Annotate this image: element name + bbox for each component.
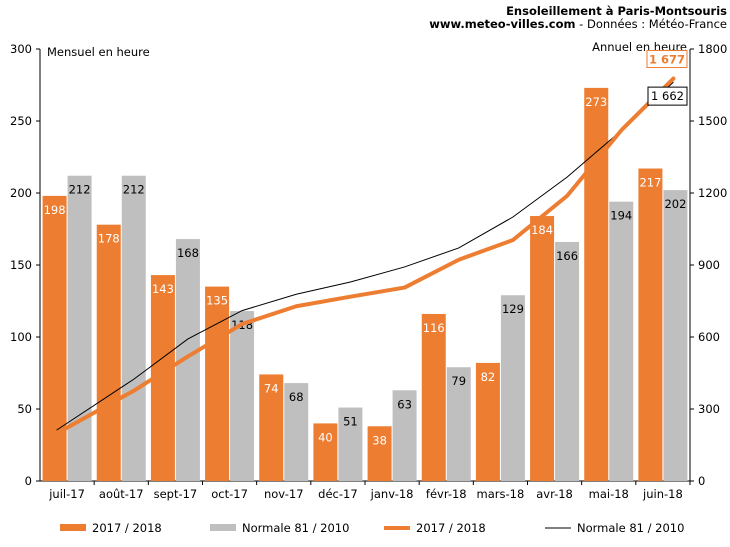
end-label-box-normale xyxy=(647,86,688,106)
bar-normale xyxy=(284,383,309,481)
bar-value-label-normale: 202 xyxy=(664,197,686,211)
line-cumulative-normale xyxy=(56,81,674,431)
bar-normale xyxy=(446,367,471,481)
left-tick-label: 250 xyxy=(10,114,32,128)
bar-value-label-2017-2018: 82 xyxy=(481,370,496,384)
bar-2017-2018 xyxy=(584,87,609,481)
end-label-box-2017-2018 xyxy=(646,50,688,69)
bar-normale xyxy=(121,175,146,481)
bar-value-label-normale: 166 xyxy=(556,249,578,263)
right-tick-label: 900 xyxy=(698,258,720,272)
bar-value-label-normale: 168 xyxy=(177,246,199,260)
bar-2017-2018 xyxy=(42,195,67,481)
bar-normale xyxy=(609,201,634,481)
right-tick-label: 0 xyxy=(698,474,705,488)
bar-value-label-normale: 129 xyxy=(502,302,524,316)
bar-normale xyxy=(230,311,255,481)
bar-value-label-2017-2018: 198 xyxy=(44,203,66,217)
bar-value-label-2017-2018: 135 xyxy=(206,294,228,308)
legend-label-line-normale: Normale 81 / 2010 xyxy=(577,521,684,535)
bar-value-label-normale: 212 xyxy=(69,183,91,197)
bar-value-label-2017-2018: 38 xyxy=(372,433,387,447)
legend-swatch-bar-normale xyxy=(210,524,236,531)
bar-normale xyxy=(663,190,688,481)
x-tick-label: août-17 xyxy=(99,487,144,501)
bar-normale xyxy=(392,390,417,481)
x-tick-label: sept-17 xyxy=(154,487,198,501)
bar-value-label-2017-2018: 273 xyxy=(585,95,607,109)
right-tick-label: 1500 xyxy=(698,114,727,128)
left-tick-label: 0 xyxy=(25,474,32,488)
x-tick-label: déc-17 xyxy=(318,487,357,501)
bar-value-label-normale: 194 xyxy=(610,209,632,223)
bar-2017-2018 xyxy=(421,313,446,481)
right-tick-label: 1200 xyxy=(698,186,727,200)
bar-value-label-2017-2018: 184 xyxy=(531,223,553,237)
bar-value-label-normale: 68 xyxy=(289,390,304,404)
legend-label-line-2017-2018: 2017 / 2018 xyxy=(416,521,486,535)
x-tick-label: juin-18 xyxy=(642,487,683,501)
line-cumulative-2017-2018 xyxy=(54,76,676,436)
bar-2017-2018 xyxy=(367,426,392,481)
bar-value-label-2017-2018: 116 xyxy=(423,321,445,335)
x-tick-label: mars-18 xyxy=(477,487,525,501)
left-tick-label: 200 xyxy=(10,186,32,200)
chart-subtitle: www.meteo-villes.com - Données : Météo-F… xyxy=(429,17,727,31)
x-tick-label: févr-18 xyxy=(426,487,467,501)
bar-2017-2018 xyxy=(205,286,230,481)
x-tick-label: mai-18 xyxy=(589,487,629,501)
subtitle-site: www.meteo-villes.com xyxy=(429,17,575,31)
x-tick-label: oct-17 xyxy=(211,487,248,501)
left-tick-label: 150 xyxy=(10,258,32,272)
bar-normale xyxy=(555,241,580,481)
bar-value-label-normale: 212 xyxy=(123,183,145,197)
bar-value-label-2017-2018: 217 xyxy=(639,176,661,190)
chart-title: Ensoleillement à Paris-Montsouris xyxy=(506,4,727,18)
x-tick-label: juil-17 xyxy=(48,487,85,501)
bar-normale xyxy=(67,175,92,481)
x-tick-label: janv-18 xyxy=(370,487,414,501)
end-label-2017-2018: 1 677 xyxy=(649,53,685,67)
legend-label-bar-normale: Normale 81 / 2010 xyxy=(242,521,349,535)
left-axis-label: Mensuel en heure xyxy=(47,45,150,59)
plot-area: 0 50 100 150 200 250 300 0 300 600 900 1200 1500 1800… xyxy=(10,42,727,501)
bar-value-label-normale: 79 xyxy=(451,374,466,388)
bar-2017-2018 xyxy=(475,362,500,481)
bar-value-label-2017-2018: 74 xyxy=(264,381,279,395)
bar-value-label-normale: 51 xyxy=(343,415,358,429)
left-tick-label: 50 xyxy=(17,402,32,416)
bar-value-label-2017-2018: 178 xyxy=(98,232,120,246)
bar-normale xyxy=(500,295,525,481)
x-tick-label: nov-17 xyxy=(264,487,304,501)
bar-2017-2018 xyxy=(96,224,121,481)
left-tick-label: 300 xyxy=(10,42,32,56)
legend: 2017 / 2018 Normale 81 / 2010 2017 / 2018 N… xyxy=(60,521,684,535)
bar-value-label-2017-2018: 143 xyxy=(152,282,174,296)
subtitle-source: - Données : Météo-France xyxy=(576,17,727,31)
bar-2017-2018 xyxy=(638,168,663,481)
right-tick-label: 300 xyxy=(698,402,720,416)
legend-swatch-bar-2017-2018 xyxy=(60,524,86,531)
bar-2017-2018 xyxy=(530,216,555,482)
x-tick-label: avr-18 xyxy=(536,487,573,501)
bar-2017-2018 xyxy=(313,423,338,481)
left-tick-label: 100 xyxy=(10,330,32,344)
right-tick-label: 1800 xyxy=(698,42,727,56)
right-tick-label: 600 xyxy=(698,330,720,344)
bar-normale xyxy=(338,407,363,481)
bar-2017-2018 xyxy=(259,374,284,481)
end-label-normale: 1 662 xyxy=(651,89,684,103)
bar-value-label-2017-2018: 40 xyxy=(318,430,333,444)
legend-label-bar-2017-2018: 2017 / 2018 xyxy=(92,521,162,535)
bar-value-label-normale: 63 xyxy=(397,397,412,411)
